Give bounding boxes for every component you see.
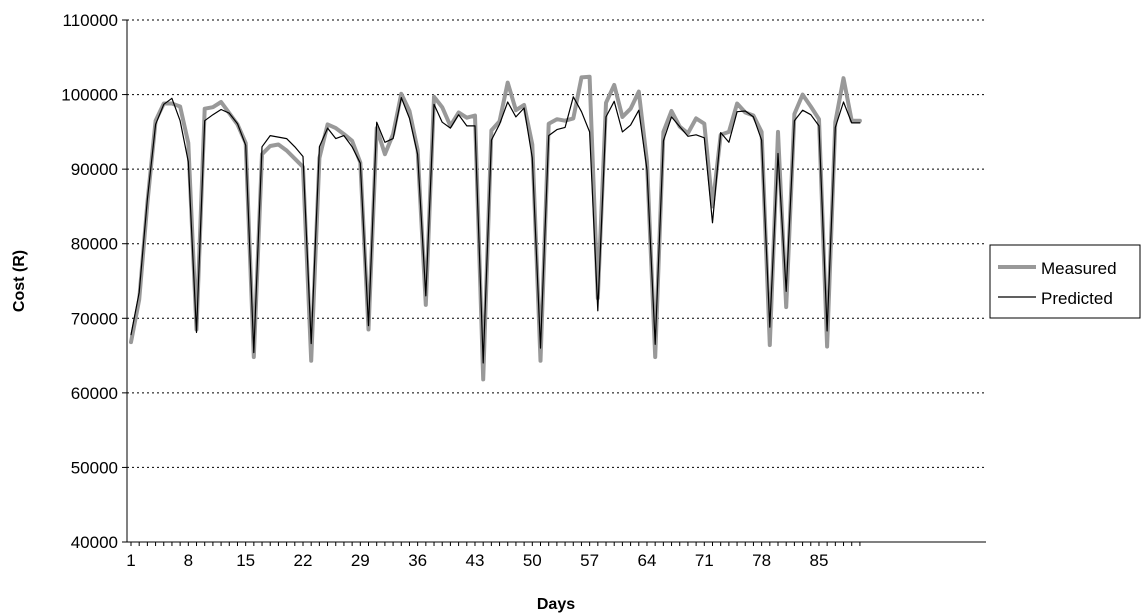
y-tick-label: 90000 — [71, 160, 118, 179]
y-tick-label: 100000 — [61, 86, 118, 105]
y-axis-title: Cost (R) — [11, 250, 28, 312]
legend: Measured Predicted — [989, 244, 1141, 319]
x-tick-labels: 1 8 15 22 29 36 43 50 57 64 71 78 85 — [126, 551, 828, 570]
axes — [122, 19, 986, 546]
x-tick-label: 57 — [580, 551, 599, 570]
y-tick-labels: 40000 50000 60000 70000 80000 90000 100000 1100… — [61, 11, 118, 552]
x-tick-label: 85 — [809, 551, 828, 570]
y-tick-label: 110000 — [63, 11, 118, 30]
x-axis-title: Days — [537, 596, 575, 613]
x-tick-label: 15 — [236, 551, 255, 570]
legend-box — [989, 244, 1141, 319]
x-tick-label: 71 — [695, 551, 714, 570]
x-tick-label: 50 — [523, 551, 542, 570]
x-tick-label: 64 — [638, 551, 657, 570]
x-tick-label: 36 — [408, 551, 427, 570]
x-tick-label: 8 — [184, 551, 193, 570]
y-tick-label: 60000 — [71, 384, 118, 403]
legend-label-predicted: Predicted — [1041, 289, 1113, 308]
legend-label-measured: Measured — [1041, 259, 1117, 278]
y-tick-label: 80000 — [71, 235, 118, 254]
x-tick-label: 29 — [351, 551, 370, 570]
x-tick-label: 1 — [126, 551, 135, 570]
x-tick-label: 78 — [752, 551, 771, 570]
series-line-measured — [129, 74, 862, 382]
x-tick-label: 22 — [294, 551, 313, 570]
series-line-predicted — [130, 96, 861, 364]
y-tick-label: 40000 — [71, 533, 118, 552]
x-tick-label: 43 — [466, 551, 485, 570]
y-tick-label: 70000 — [71, 309, 118, 328]
y-tick-label: 50000 — [71, 458, 118, 477]
series-lines — [129, 74, 862, 382]
gridlines — [127, 19, 986, 468]
